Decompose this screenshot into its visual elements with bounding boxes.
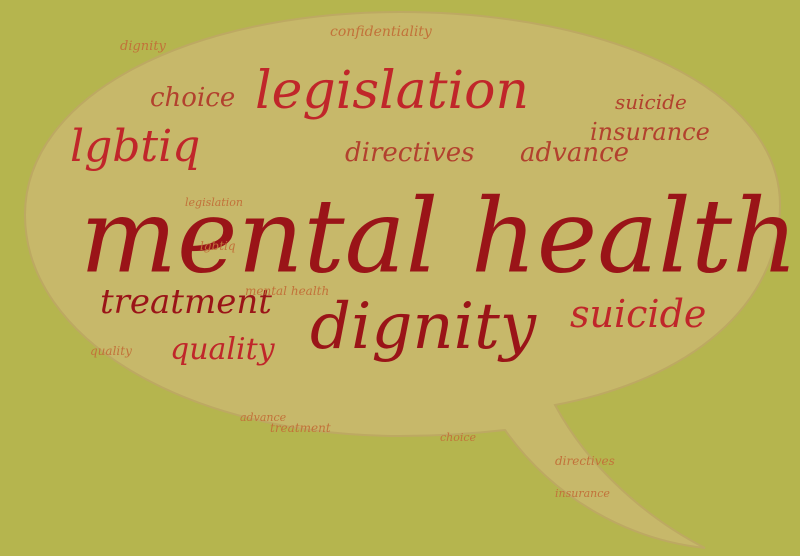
cloud-word: treatment: [270, 421, 331, 435]
cloud-word: insurance: [590, 118, 710, 146]
cloud-word: choice: [150, 83, 236, 113]
cloud-word: choice: [440, 431, 477, 444]
cloud-word: lgbtiq: [200, 239, 236, 253]
cloud-word: advance: [520, 138, 630, 168]
cloud-word: mental health: [80, 176, 798, 297]
cloud-word: quality: [90, 344, 132, 358]
cloud-word: legislation: [255, 61, 529, 121]
cloud-word: suicide: [615, 90, 687, 114]
cloud-word: mental health: [245, 284, 330, 298]
cloud-word: directives: [345, 138, 475, 168]
cloud-word: advance: [240, 411, 287, 424]
speech-bubble-shape: [23, 10, 782, 549]
cloud-word: insurance: [555, 487, 610, 500]
cloud-word: suicide: [570, 292, 707, 336]
cloud-word: directives: [555, 454, 615, 468]
cloud-word: treatment: [100, 282, 272, 322]
cloud-word: quality: [170, 332, 275, 367]
cloud-word: dignity: [120, 39, 166, 54]
cloud-word: confidentiality: [330, 24, 432, 40]
cloud-word: dignity: [310, 290, 536, 364]
cloud-word: lgbtiq: [70, 121, 201, 172]
cloud-word: legislation: [185, 196, 243, 209]
